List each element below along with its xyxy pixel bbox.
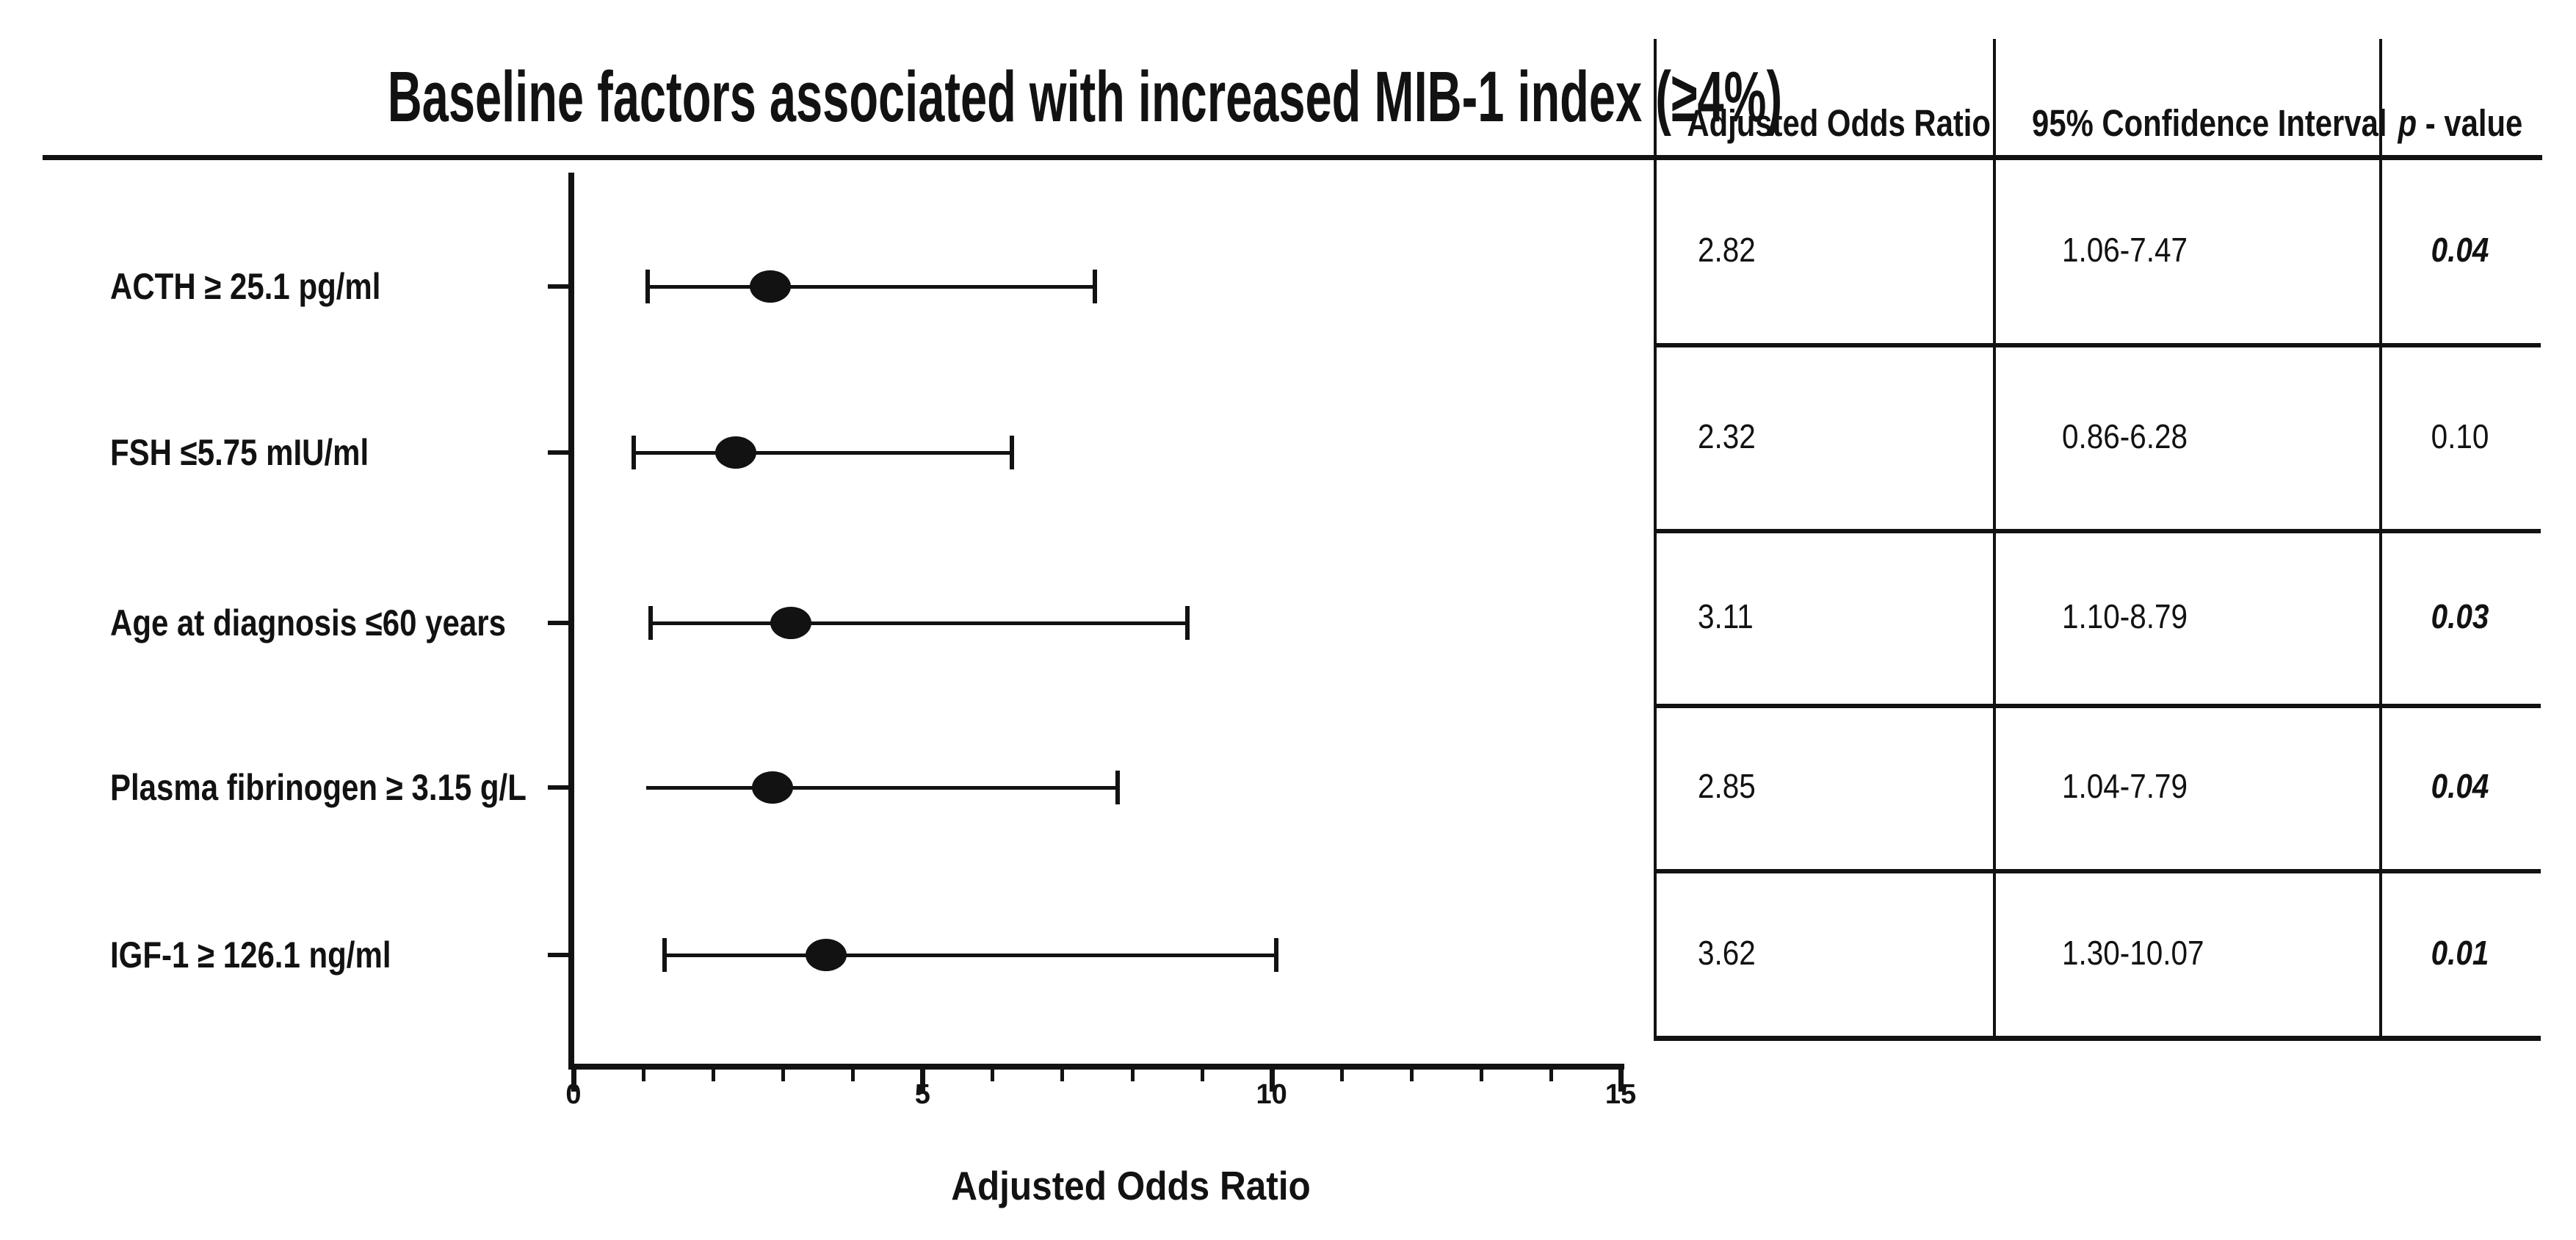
- x-axis-minor-tick: [1200, 1070, 1204, 1081]
- x-axis-major-tick: [920, 1070, 926, 1092]
- table-cell-p-value: 0.03: [2431, 597, 2489, 635]
- p-rest: - value: [2416, 102, 2522, 144]
- x-axis-tick-label: 10: [1256, 1079, 1287, 1110]
- x-axis-label: Adjusted Odds Ratio: [764, 1155, 1498, 1216]
- column-header-confidence-interval-text: 95% Confidence Interval: [2032, 102, 2387, 144]
- table-bottom-rule: [1654, 1036, 2541, 1041]
- odds-ratio-point: [751, 771, 793, 804]
- x-axis-label-text: Adjusted Odds Ratio: [951, 1163, 1311, 1208]
- ci-cap-right: [1115, 771, 1120, 804]
- figure-title-text: Baseline factors associated with increas…: [387, 57, 1783, 137]
- x-axis-minor-tick: [1479, 1070, 1483, 1081]
- table-cell-confidence-interval: 1.30-10.07: [2062, 934, 2204, 972]
- row-label: ACTH ≥ 25.1 pg/ml: [110, 266, 381, 307]
- column-header-confidence-interval: 95% Confidence Interval: [1993, 94, 2387, 153]
- row-label: FSH ≤5.75 mIU/ml: [110, 432, 369, 473]
- table-cell-p-value: 0.10: [2431, 417, 2489, 455]
- x-axis-minor-tick: [1339, 1070, 1344, 1081]
- table-cell-p-value: 0.04: [2431, 767, 2489, 805]
- ci-whisker: [650, 621, 1187, 625]
- ci-cap-right: [1274, 938, 1279, 972]
- odds-ratio-point: [770, 607, 811, 639]
- figure-title: Baseline factors associated with increas…: [44, 46, 1782, 148]
- x-axis-minor-tick: [712, 1070, 716, 1081]
- table-row-separator: [1654, 704, 2541, 708]
- row-label: Plasma fibrinogen ≥ 3.15 g/L: [110, 767, 527, 808]
- ci-cap-left: [645, 270, 650, 303]
- x-axis-major-tick: [1269, 1070, 1275, 1092]
- table-row-separator: [1654, 869, 2541, 873]
- table-column-line: [2379, 39, 2382, 1036]
- title-underline-rule: [43, 155, 2542, 160]
- ci-whisker: [633, 451, 1013, 455]
- ci-cap-left: [648, 606, 653, 640]
- y-axis-line: [568, 173, 574, 1070]
- x-axis-tick-label: 5: [914, 1079, 930, 1110]
- x-axis-tick-label: 0: [565, 1079, 582, 1110]
- ci-cap-right: [1010, 436, 1015, 469]
- table-cell-odds-ratio: 2.85: [1698, 767, 1756, 805]
- x-axis-line: [569, 1064, 1624, 1070]
- odds-ratio-point: [714, 436, 756, 469]
- table-cell-confidence-interval: 0.86-6.28: [2062, 417, 2188, 455]
- column-header-p-value-text: p - value: [2398, 94, 2522, 153]
- column-header-odds-ratio-text: Adjusted Odds Ratio: [1687, 102, 1991, 144]
- table-cell-p-value: 0.01: [2431, 934, 2489, 972]
- table-cell-odds-ratio: 3.11: [1698, 597, 1754, 635]
- ci-whisker: [664, 954, 1277, 957]
- x-axis-minor-tick: [1060, 1070, 1065, 1081]
- row-axis-tick: [548, 450, 568, 455]
- x-axis-major-tick: [571, 1070, 576, 1092]
- x-axis-minor-tick: [781, 1070, 786, 1081]
- ci-cap-right: [1184, 606, 1190, 640]
- ci-cap-left: [662, 938, 667, 972]
- x-axis-minor-tick: [1409, 1070, 1414, 1081]
- column-header-p-value: p - value: [2379, 94, 2541, 153]
- ci-whisker: [647, 285, 1096, 289]
- ci-whisker: [645, 786, 1118, 790]
- x-axis-minor-tick: [1549, 1070, 1553, 1081]
- table-cell-odds-ratio: 3.62: [1698, 934, 1756, 972]
- table-cell-confidence-interval: 1.06-7.47: [2062, 231, 2188, 269]
- x-axis-major-tick: [1618, 1070, 1624, 1092]
- table-column-line: [1654, 39, 1657, 1036]
- odds-ratio-point: [806, 939, 847, 971]
- row-axis-tick: [548, 953, 568, 957]
- table-cell-odds-ratio: 2.32: [1698, 417, 1756, 455]
- row-label: IGF-1 ≥ 126.1 ng/ml: [110, 934, 391, 976]
- row-axis-tick: [548, 284, 568, 289]
- table-cell-odds-ratio: 2.82: [1698, 231, 1756, 269]
- row-axis-tick: [548, 621, 568, 625]
- ci-cap-left: [631, 436, 636, 469]
- table-row-separator: [1654, 343, 2541, 347]
- x-axis-tick-label: 15: [1604, 1079, 1637, 1110]
- table-cell-p-value: 0.04: [2431, 231, 2489, 269]
- table-column-line: [1993, 39, 1996, 1036]
- x-axis-minor-tick: [642, 1070, 646, 1081]
- table-cell-confidence-interval: 1.10-8.79: [2062, 597, 2188, 635]
- odds-ratio-point: [750, 270, 792, 303]
- x-axis-minor-tick: [851, 1070, 855, 1081]
- ci-cap-right: [1093, 270, 1098, 303]
- row-label: Age at diagnosis ≤60 years: [110, 602, 506, 644]
- table-row-separator: [1654, 529, 2541, 533]
- column-header-odds-ratio: Adjusted Odds Ratio: [1654, 94, 1993, 153]
- x-axis-minor-tick: [991, 1070, 995, 1081]
- row-axis-tick: [548, 785, 568, 790]
- x-axis-minor-tick: [1130, 1070, 1135, 1081]
- p-italic: p: [2398, 102, 2417, 144]
- table-cell-confidence-interval: 1.04-7.79: [2062, 767, 2188, 805]
